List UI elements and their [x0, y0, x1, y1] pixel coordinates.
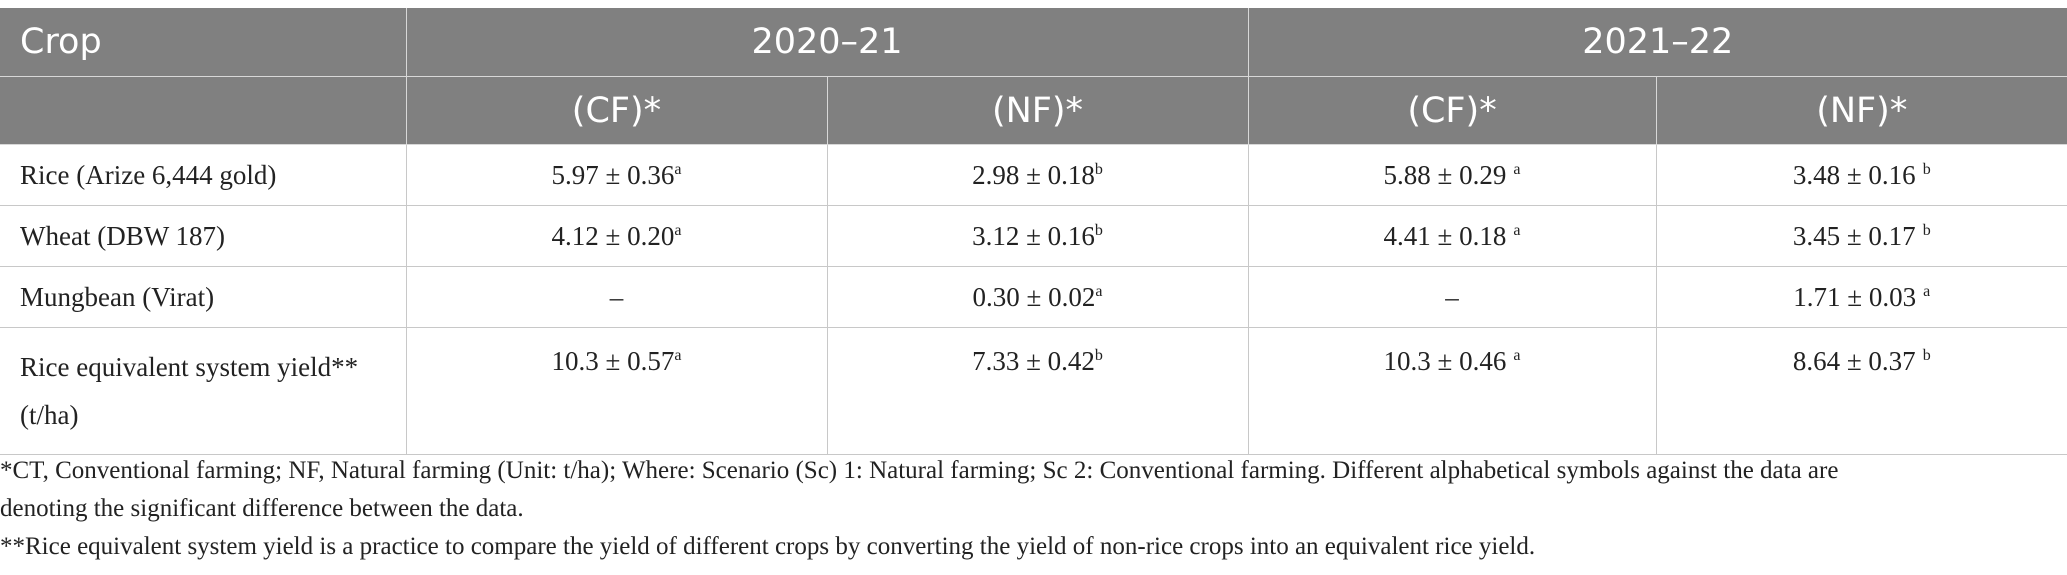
table-row: Wheat (DBW 187) 4.12 ± 0.20a 3.12 ± 0.16…: [0, 205, 2067, 267]
value-cell: 1.71 ± 0.03 a: [1655, 266, 2067, 328]
footnote-rice-equivalent: **Rice equivalent system yield is a prac…: [0, 533, 1536, 560]
significance-letter: b: [1094, 347, 1103, 364]
crop-label-line2: (t/ha): [20, 400, 79, 430]
value-cell: 0.30 ± 0.02a: [826, 266, 1249, 328]
table-row: Rice (Arize 6,444 gold) 5.97 ± 0.36a 2.9…: [0, 144, 2067, 206]
significance-letter: b: [1922, 347, 1931, 364]
header-year-2021-22: 2021–22: [1247, 8, 2067, 77]
crop-label: Wheat (DBW 187): [0, 205, 407, 267]
value-cell: 4.41 ± 0.18 a: [1247, 205, 1657, 267]
significance-letter: b: [1094, 221, 1103, 239]
significance-letter: a: [1513, 160, 1521, 178]
value-text: 3.48 ± 0.16: [1792, 159, 1916, 190]
value-text: 3.45 ± 0.17: [1792, 220, 1916, 251]
significance-letter: b: [1094, 160, 1103, 178]
value-cell: 5.88 ± 0.29 a: [1247, 144, 1657, 206]
crop-label-line1: Rice equivalent system yield**: [20, 352, 359, 382]
value-text: 4.41 ± 0.18: [1383, 220, 1507, 251]
crop-label: Mungbean (Virat): [0, 266, 407, 328]
header-row-years: Crop 2020–21 2021–22: [0, 8, 2067, 77]
yield-table: Crop 2020–21 2021–22 (CF)* (NF)* (CF)* (…: [0, 8, 2067, 455]
value-text: 1.71 ± 0.03: [1793, 281, 1917, 312]
table-header: Crop 2020–21 2021–22 (CF)* (NF)* (CF)* (…: [0, 8, 2067, 145]
table-footnotes: *CT, Conventional farming; NF, Natural f…: [0, 452, 2060, 566]
value-cell: 3.48 ± 0.16 b: [1655, 144, 2067, 206]
header-row-systems: (CF)* (NF)* (CF)* (NF)*: [0, 76, 2067, 145]
value-cell: 3.12 ± 0.16b: [826, 205, 1249, 267]
value-text: –: [609, 281, 624, 312]
value-cell: –: [405, 266, 828, 328]
header-crop: Crop: [0, 8, 406, 77]
header-blank: [0, 76, 406, 145]
value-cell: 4.12 ± 0.20a: [405, 205, 828, 267]
footnote-abbreviations: *CT, Conventional farming; NF, Natural f…: [0, 452, 2060, 528]
value-text: 8.64 ± 0.37: [1792, 346, 1916, 376]
value-cell: 10.3 ± 0.46 a: [1247, 327, 1657, 455]
value-text: 3.12 ± 0.16: [972, 220, 1095, 251]
crop-label: Rice (Arize 6,444 gold): [0, 144, 407, 206]
significance-letter: a: [674, 221, 682, 239]
value-cell: 10.3 ± 0.57a: [405, 327, 828, 455]
header-cf-2021-22: (CF)*: [1247, 76, 1657, 145]
value-text: 2.98 ± 0.18: [972, 159, 1095, 190]
header-nf-2021-22: (NF)*: [1655, 76, 2067, 145]
table-body: Rice (Arize 6,444 gold) 5.97 ± 0.36a 2.9…: [0, 144, 2067, 455]
table-row: Rice equivalent system yield** (t/ha) 10.…: [0, 327, 2067, 455]
significance-letter: a: [1923, 282, 1931, 300]
table-row: Mungbean (Virat) – 0.30 ± 0.02a – 1.71 ±…: [0, 266, 2067, 328]
value-text: –: [1445, 281, 1459, 312]
crop-label: Rice equivalent system yield** (t/ha): [0, 327, 407, 455]
value-cell: 2.98 ± 0.18b: [826, 144, 1249, 206]
header-cf-2020-21: (CF)*: [405, 76, 827, 145]
value-cell: 3.45 ± 0.17 b: [1655, 205, 2067, 267]
value-text: 5.88 ± 0.29: [1383, 159, 1507, 190]
value-text: 7.33 ± 0.42: [972, 346, 1095, 376]
value-cell: 7.33 ± 0.42b: [826, 327, 1249, 455]
footnote-abbreviations-line1: *CT, Conventional farming; NF, Natural f…: [0, 457, 1839, 484]
value-text: 5.97 ± 0.36: [551, 159, 675, 190]
footnote-abbreviations-line2: denoting the significant difference betw…: [0, 495, 524, 522]
significance-letter: a: [1513, 347, 1521, 364]
significance-letter: a: [674, 347, 682, 364]
significance-letter: a: [674, 160, 682, 178]
value-text: 10.3 ± 0.46: [1383, 346, 1507, 376]
header-year-2020-21: 2020–21: [405, 8, 1249, 77]
value-cell: –: [1247, 266, 1657, 328]
significance-letter: b: [1922, 221, 1931, 239]
value-text: 10.3 ± 0.57: [551, 346, 675, 376]
value-cell: 5.97 ± 0.36a: [405, 144, 828, 206]
significance-letter: b: [1922, 160, 1931, 178]
header-nf-2020-21: (NF)*: [826, 76, 1249, 145]
significance-letter: a: [1513, 221, 1521, 239]
yield-table-container: Crop 2020–21 2021–22 (CF)* (NF)* (CF)* (…: [0, 8, 2067, 455]
significance-letter: a: [1095, 282, 1103, 300]
value-cell: 8.64 ± 0.37 b: [1655, 327, 2067, 455]
value-text: 4.12 ± 0.20: [551, 220, 675, 251]
value-text: 0.30 ± 0.02: [972, 281, 1096, 312]
